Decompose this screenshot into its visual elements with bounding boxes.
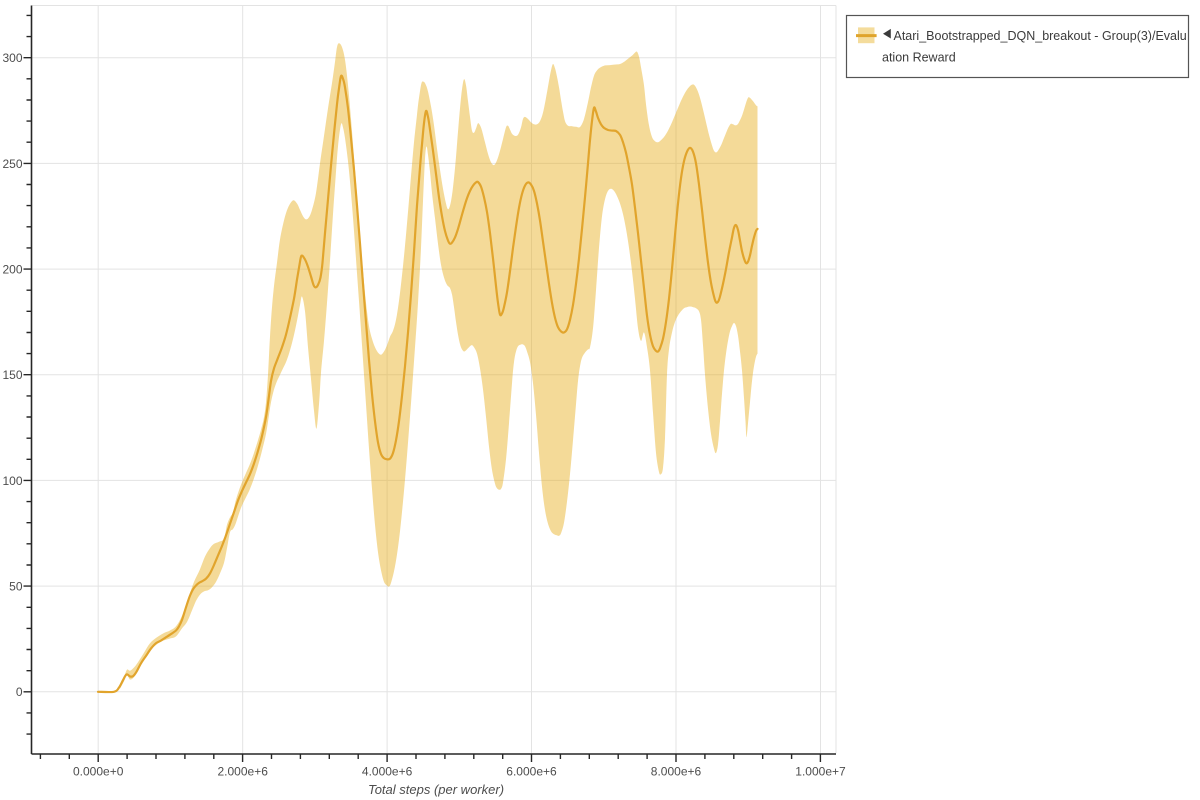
svg-text:300: 300	[2, 51, 22, 65]
svg-text:250: 250	[2, 157, 22, 171]
svg-text:4.000e+6: 4.000e+6	[362, 765, 413, 779]
svg-text:100: 100	[2, 474, 22, 488]
svg-text:1.000e+7: 1.000e+7	[795, 765, 846, 779]
svg-text:200: 200	[2, 263, 22, 277]
svg-text:2.000e+6: 2.000e+6	[218, 765, 269, 779]
svg-text:50: 50	[9, 580, 23, 594]
svg-text:ation Reward: ation Reward	[882, 51, 956, 65]
svg-text:150: 150	[2, 368, 22, 382]
svg-text:6.000e+6: 6.000e+6	[506, 765, 557, 779]
svg-text:Total steps (per worker): Total steps (per worker)	[368, 782, 504, 797]
svg-text:Atari_Bootstrapped_DQN_breakou: Atari_Bootstrapped_DQN_breakout - Group(…	[894, 29, 1187, 43]
svg-text:8.000e+6: 8.000e+6	[651, 765, 702, 779]
svg-text:0: 0	[16, 685, 23, 699]
svg-text:0.000e+0: 0.000e+0	[73, 765, 124, 779]
